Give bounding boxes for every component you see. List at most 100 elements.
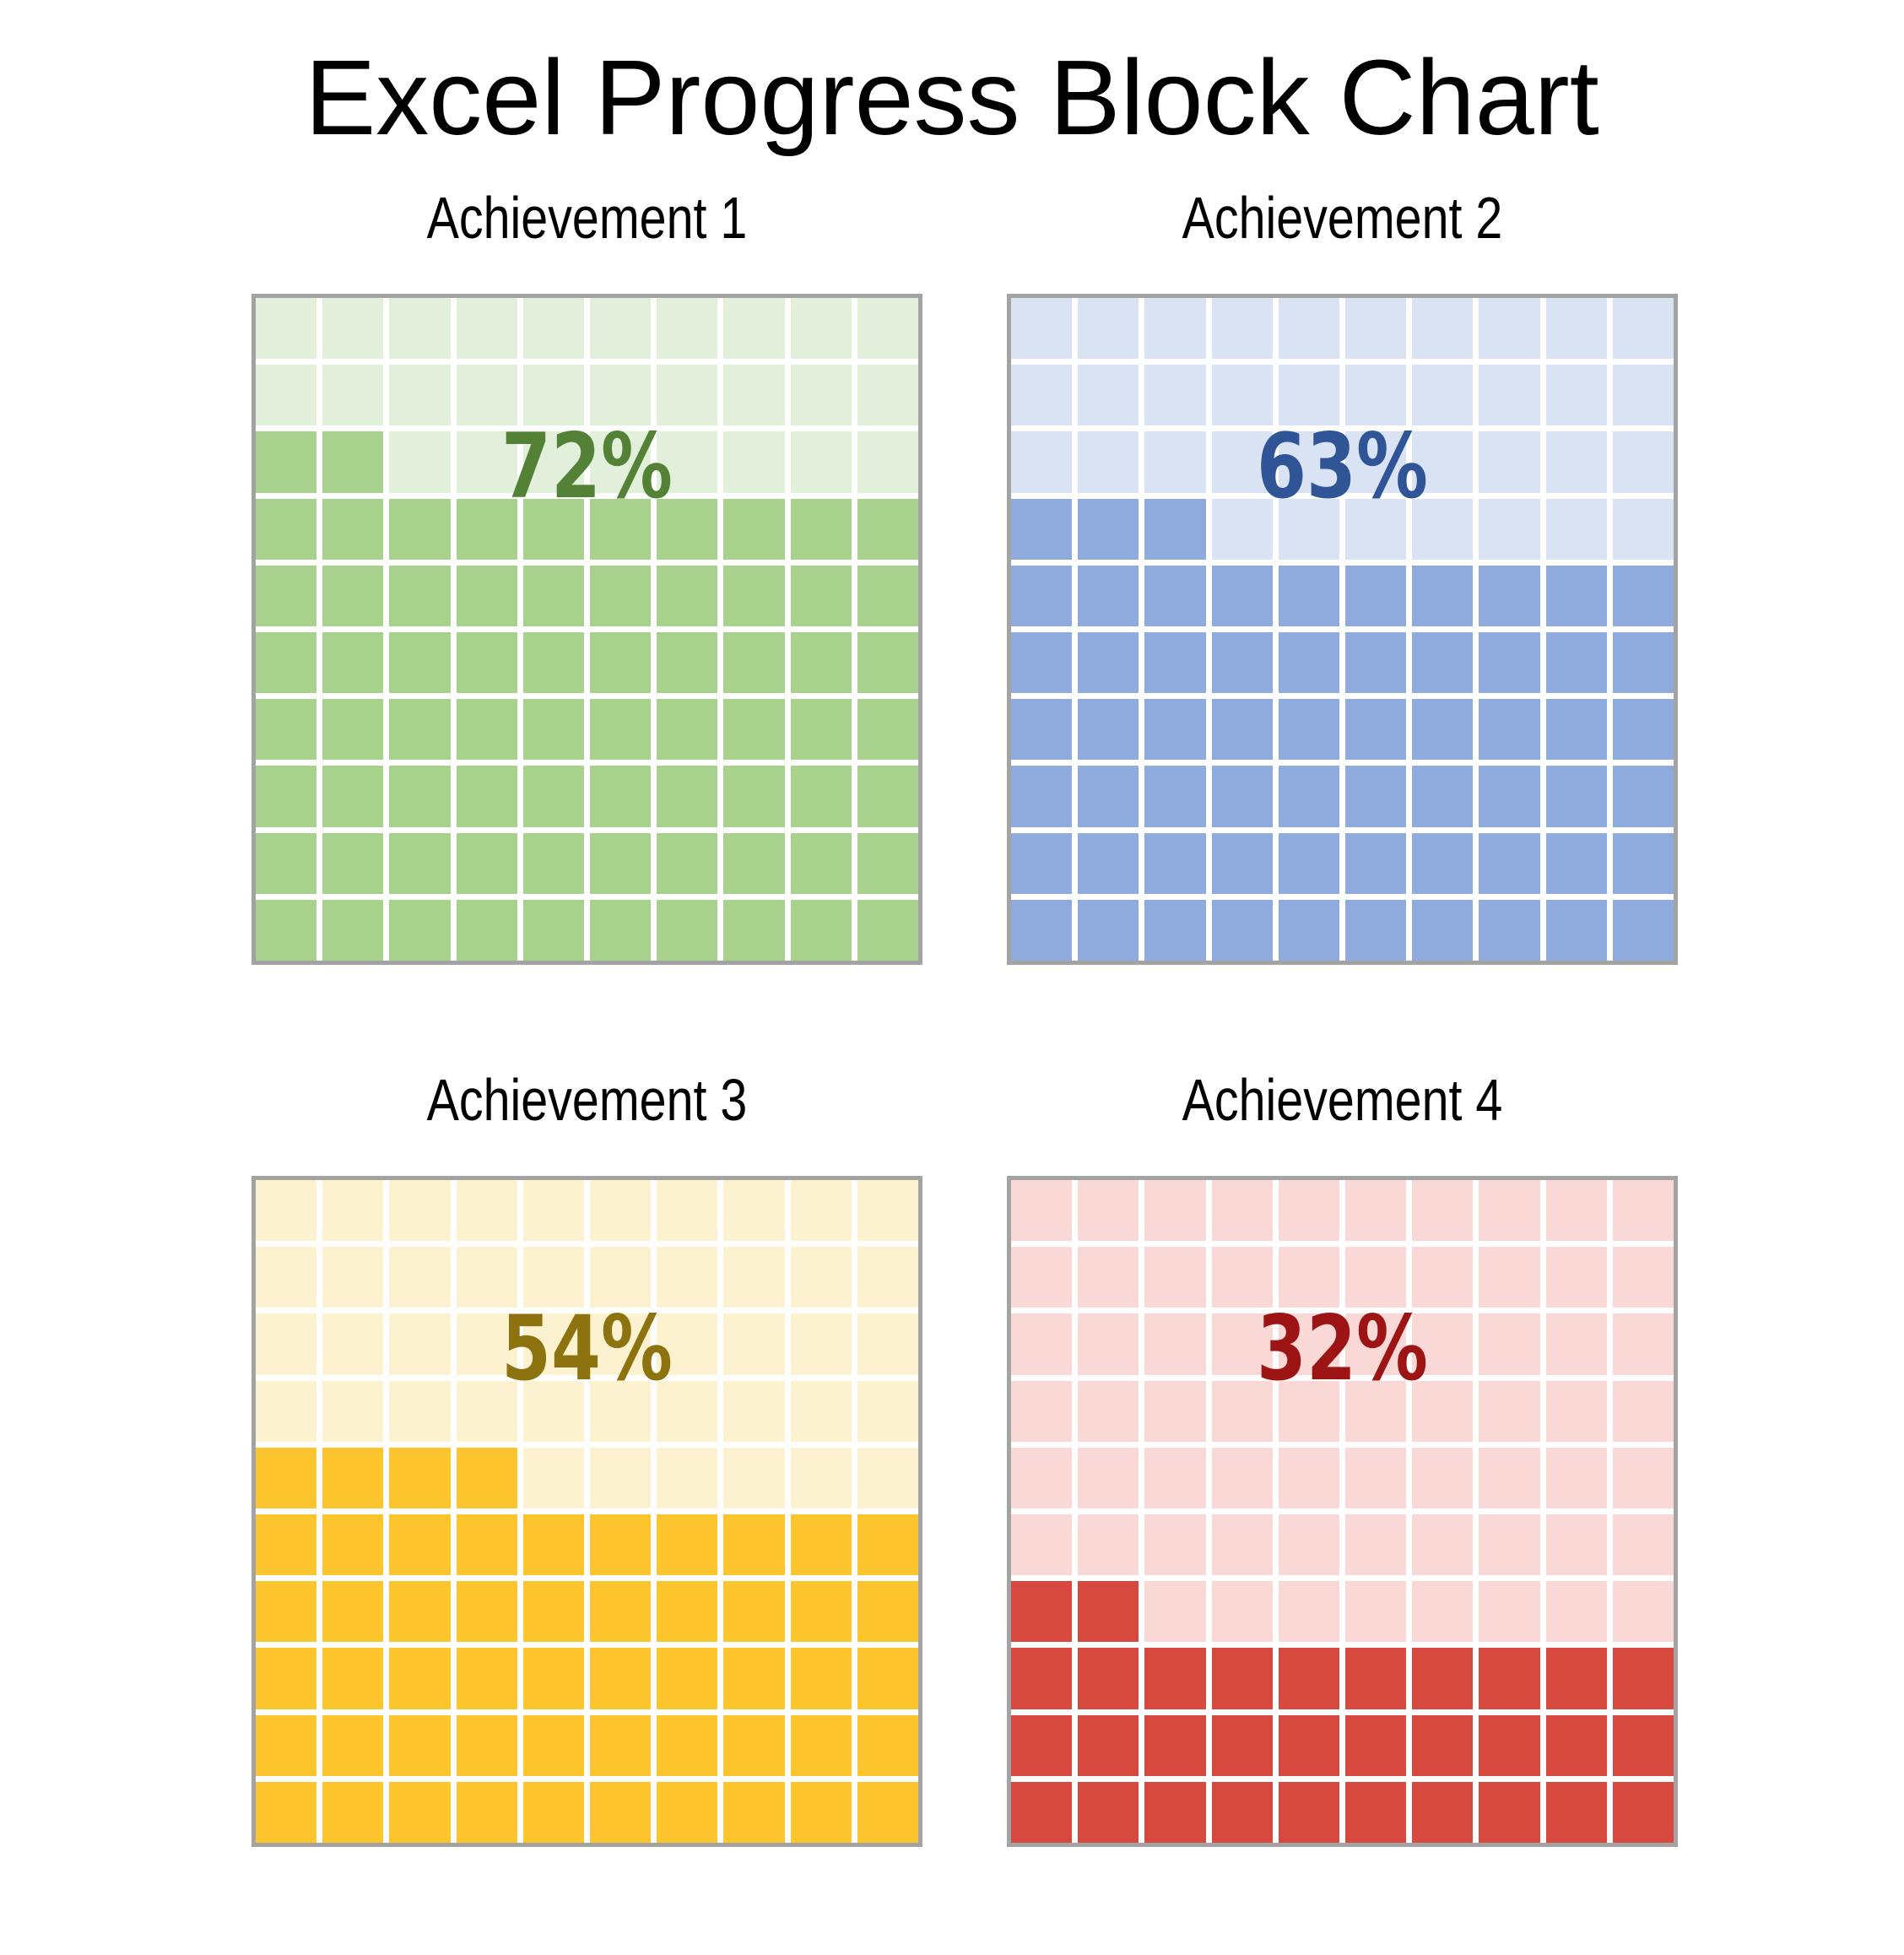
waffle-cell-empty bbox=[1211, 1180, 1273, 1242]
waffle-cell-filled bbox=[589, 565, 652, 626]
waffle-cell-filled bbox=[657, 1781, 718, 1843]
waffle-cell-empty bbox=[389, 431, 451, 493]
waffle-cell-filled bbox=[657, 631, 718, 694]
waffle-cell-filled bbox=[1278, 766, 1339, 827]
waffle-cell-filled bbox=[256, 766, 317, 827]
waffle-cell-filled bbox=[1344, 1714, 1407, 1776]
waffle-cell-filled bbox=[1479, 1781, 1540, 1843]
waffle-cell-empty bbox=[1412, 1581, 1474, 1643]
waffle-cell-empty bbox=[1211, 498, 1273, 560]
waffle-cell-filled bbox=[389, 1714, 451, 1776]
waffle-cell-filled bbox=[389, 1514, 451, 1576]
waffle-cell-filled bbox=[589, 1781, 652, 1843]
waffle-cell-filled bbox=[790, 1781, 852, 1843]
waffle-cell-empty bbox=[790, 1380, 852, 1442]
waffle-cell-filled bbox=[1144, 1648, 1206, 1709]
waffle-cell-filled bbox=[1211, 1781, 1273, 1843]
waffle-cell-empty bbox=[657, 1447, 718, 1508]
waffle-cell-filled bbox=[657, 498, 718, 560]
waffle-cell-empty bbox=[790, 1180, 852, 1242]
waffle-cell-empty bbox=[322, 1313, 384, 1375]
waffle-cell-filled bbox=[1545, 899, 1607, 961]
waffle-cell-filled bbox=[322, 631, 384, 694]
waffle-cell-empty bbox=[1479, 298, 1540, 360]
waffle-cell-empty bbox=[1344, 1180, 1407, 1242]
waffle-cell-empty bbox=[1545, 298, 1607, 360]
waffle-cell-empty bbox=[522, 1447, 584, 1508]
waffle-cell-filled bbox=[1011, 1581, 1073, 1643]
waffle-cell-empty bbox=[1278, 1380, 1339, 1442]
waffle-cell-filled bbox=[1144, 498, 1206, 560]
waffle-cell-empty bbox=[1278, 1514, 1339, 1576]
waffle-cell-filled bbox=[1144, 766, 1206, 827]
waffle-cell-filled bbox=[256, 498, 317, 560]
waffle-cell-empty bbox=[522, 1180, 584, 1242]
waffle-cell-filled bbox=[389, 1648, 451, 1709]
waffle-cell-empty bbox=[1612, 1447, 1674, 1508]
waffle-cell-empty bbox=[322, 298, 384, 360]
waffle-cell-empty bbox=[522, 1247, 584, 1308]
waffle-cell-empty bbox=[589, 298, 652, 360]
waffle-cell-filled bbox=[522, 1581, 584, 1643]
waffle-cell-filled bbox=[1612, 565, 1674, 626]
waffle-cell-filled bbox=[1545, 1781, 1607, 1843]
waffle-cell-filled bbox=[1011, 832, 1073, 894]
waffle-cell-filled bbox=[1412, 1714, 1474, 1776]
waffle-cell-filled bbox=[1078, 899, 1139, 961]
waffle-cell-filled bbox=[1144, 899, 1206, 961]
waffle-cell-empty bbox=[1211, 431, 1273, 493]
waffle-cell-empty bbox=[456, 431, 517, 493]
waffle-cell-empty bbox=[1011, 365, 1073, 426]
waffle-cell-filled bbox=[1278, 565, 1339, 626]
waffle-chart-achievement-4: 32% bbox=[1007, 1176, 1678, 1847]
waffle-cell-empty bbox=[857, 431, 918, 493]
waffle-cell-empty bbox=[657, 1247, 718, 1308]
waffle-cell-empty bbox=[1412, 1247, 1474, 1308]
waffle-cell-filled bbox=[1545, 631, 1607, 694]
waffle-cell-filled bbox=[456, 1447, 517, 1508]
waffle-cell-filled bbox=[1211, 1648, 1273, 1709]
chart-label-achievement-4: Achievement 4 bbox=[1182, 1067, 1503, 1133]
waffle-cell-filled bbox=[857, 1581, 918, 1643]
waffle-cell-filled bbox=[723, 699, 785, 761]
waffle-cell-empty bbox=[522, 431, 584, 493]
waffle-cell-filled bbox=[723, 631, 785, 694]
waffle-cell-empty bbox=[1211, 1447, 1273, 1508]
waffle-cell-filled bbox=[256, 1714, 317, 1776]
waffle-cell-empty bbox=[1278, 298, 1339, 360]
waffle-cell-empty bbox=[1412, 298, 1474, 360]
waffle-cell-filled bbox=[1479, 699, 1540, 761]
waffle-cell-empty bbox=[1479, 1514, 1540, 1576]
waffle-cell-filled bbox=[322, 699, 384, 761]
waffle-cell-filled bbox=[589, 1648, 652, 1709]
waffle-cell-empty bbox=[389, 298, 451, 360]
waffle-cell-empty bbox=[1144, 1581, 1206, 1643]
chart-label-achievement-1: Achievement 1 bbox=[426, 185, 748, 251]
waffle-cell-empty bbox=[589, 431, 652, 493]
waffle-cell-filled bbox=[1278, 1648, 1339, 1709]
waffle-cell-filled bbox=[1612, 832, 1674, 894]
waffle-cell-filled bbox=[589, 832, 652, 894]
waffle-cell-filled bbox=[657, 699, 718, 761]
waffle-cell-filled bbox=[723, 899, 785, 961]
waffle-cell-empty bbox=[1479, 1247, 1540, 1308]
waffle-cell-empty bbox=[1612, 1180, 1674, 1242]
waffle-cell-filled bbox=[857, 631, 918, 694]
waffle-cell-empty bbox=[1144, 1447, 1206, 1508]
waffle-cell-empty bbox=[1211, 1313, 1273, 1375]
waffle-cell-empty bbox=[723, 1447, 785, 1508]
waffle-cell-empty bbox=[256, 1247, 317, 1308]
waffle-cell-filled bbox=[1412, 699, 1474, 761]
waffle-cell-filled bbox=[723, 832, 785, 894]
waffle-cell-filled bbox=[1545, 832, 1607, 894]
waffle-cell-filled bbox=[1412, 1781, 1474, 1843]
waffle-cell-filled bbox=[790, 699, 852, 761]
waffle-cell-filled bbox=[1144, 832, 1206, 894]
percent-label: 63% bbox=[1257, 414, 1428, 518]
waffle-cell-empty bbox=[1612, 1581, 1674, 1643]
waffle-cell-filled bbox=[322, 899, 384, 961]
waffle-cell-empty bbox=[1479, 431, 1540, 493]
waffle-cell-filled bbox=[1078, 1581, 1139, 1643]
waffle-cell-filled bbox=[256, 699, 317, 761]
percent-label: 72% bbox=[501, 414, 673, 518]
